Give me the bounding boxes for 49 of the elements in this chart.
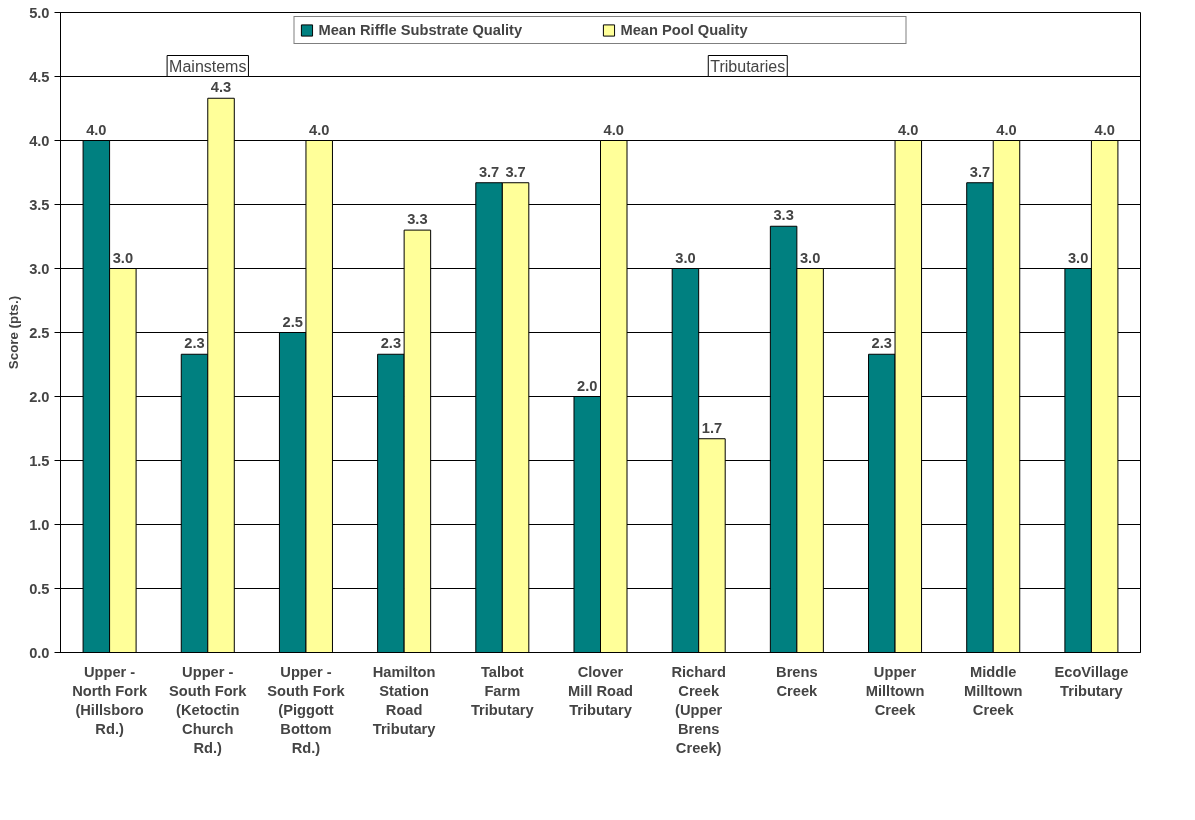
x-tick-label: Middle Milltown Creek [963,663,1023,718]
y-tick-label: 4.0 [29,132,50,149]
data-label: 3.0 [1067,249,1089,266]
data-label: 2.5 [282,313,303,330]
data-label: 4.0 [898,121,919,138]
y-tick-label: 2.5 [29,324,50,341]
y-tick-label: 3.5 [29,196,50,213]
data-label: 4.0 [996,121,1017,138]
x-tick-label: Upper - South Fork (Piggott Bottom Rd.) [267,663,346,757]
x-tick-label: EcoVillage Tributary [1054,663,1129,699]
y-tick-label: 5.0 [29,4,50,21]
data-label: 2.3 [184,335,205,352]
x-tick-label: Richard Creek (Upper Brens Creek) [671,663,726,757]
data-label: 4.0 [86,121,107,138]
x-tick-label: Upper Milltown Creek [865,663,925,718]
legend-label: Mean Riffle Substrate Quality [318,22,524,38]
y-tick-label: 3.0 [29,260,50,277]
x-tick-label: Upper - South Fork (Ketoctin Church Rd.) [169,663,248,757]
y-tick-label: 1.5 [29,452,50,469]
y-tick-label: 0.0 [29,644,50,661]
legend-label: Mean Pool Quality [620,22,749,38]
data-label: 3.3 [773,207,794,224]
data-label: 2.3 [380,335,402,352]
x-tick-label: Clover Mill Road Tributary [567,663,634,718]
x-tick-label: Upper - North Fork (Hillsboro Rd.) [72,663,148,738]
annotation: Tributaries [710,57,786,75]
x-tick-label: Hamilton Station Road Tributary [372,663,437,738]
data-label: 4.0 [1094,121,1115,138]
data-label: 3.7 [478,163,500,180]
data-label: 3.7 [505,163,526,180]
annotation: Mainstems [169,57,247,75]
y-tick-label: 0.5 [29,580,50,597]
data-label: 4.3 [210,79,232,96]
y-tick-label: 1.0 [29,516,50,533]
x-tick-label: Talbot Farm Tributary [470,663,535,718]
data-label: 1.7 [701,419,723,436]
data-label: 3.7 [969,163,991,180]
data-label: 2.0 [577,377,598,394]
data-label: 4.0 [309,121,330,138]
data-label: 3.0 [112,249,134,266]
data-label: 2.3 [871,335,892,352]
y-tick-label: 4.5 [29,68,50,85]
data-label: 3.3 [407,211,428,228]
y-tick-label: 2.0 [29,388,50,405]
data-label: 4.0 [603,121,624,138]
data-label: 3.0 [675,249,696,266]
y-axis-title: Score (pts.) [6,295,22,370]
x-tick-label: Brens Creek [776,663,819,699]
data-label: 3.0 [799,249,821,266]
